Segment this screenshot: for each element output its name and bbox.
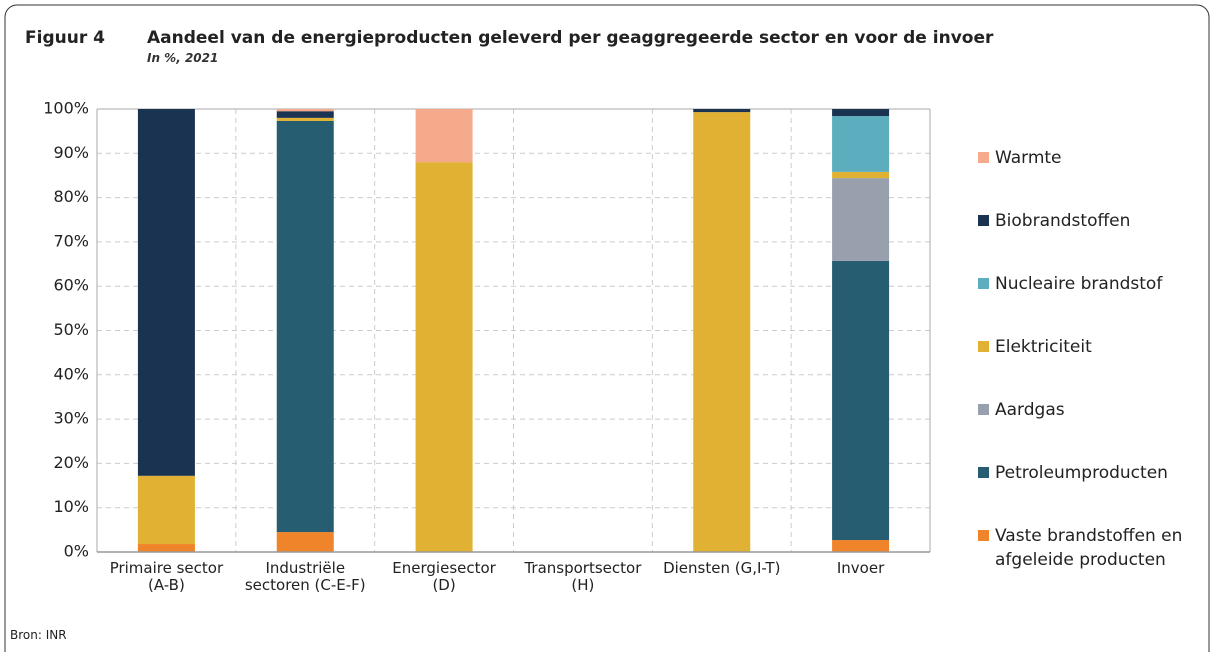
y-tick-label: 80% xyxy=(53,187,89,206)
legend-label: Vaste brandstoffen en afgeleide producte… xyxy=(995,526,1183,570)
chart-title: Aandeel van de energieproducten geleverd… xyxy=(147,28,994,48)
x-tick-label: Primaire sector (A-B) xyxy=(109,559,224,594)
bar-segment xyxy=(832,116,890,172)
legend-swatch xyxy=(978,530,989,541)
y-tick-label: 10% xyxy=(53,497,89,516)
subtitle: In %, 2021 xyxy=(147,51,219,65)
y-tick-label: 70% xyxy=(53,231,89,250)
bar-segment xyxy=(276,532,334,552)
legend-item: Warmte xyxy=(978,146,1203,170)
y-tick-label: 60% xyxy=(53,276,89,295)
legend-item: Nucleaire brandstof xyxy=(978,272,1203,296)
bar-segment xyxy=(693,109,751,113)
legend-swatch xyxy=(978,278,989,289)
legend-item: Petroleumproducten xyxy=(978,461,1203,485)
legend-label: Petroleumproducten xyxy=(995,463,1168,483)
bar-segment xyxy=(832,178,890,261)
y-tick-label: 0% xyxy=(64,542,89,561)
legend-label: Nucleaire brandstof xyxy=(995,274,1163,294)
frame xyxy=(4,4,1210,652)
y-tick-label: 50% xyxy=(53,320,89,339)
bar-segment xyxy=(276,109,334,112)
legend-item: Elektriciteit xyxy=(978,335,1203,359)
legend-swatch xyxy=(978,467,989,478)
x-tick-label: Invoer xyxy=(836,559,885,577)
legend-item: Vaste brandstoffen en afgeleide producte… xyxy=(978,524,1203,572)
x-tick-label: Industriële sectoren (C-E-F) xyxy=(244,559,366,594)
legend-swatch xyxy=(978,404,989,415)
bar-segment xyxy=(832,540,890,552)
x-tick-label: Transportsector (H) xyxy=(524,559,642,594)
bar-segment xyxy=(276,117,334,121)
y-tick-label: 20% xyxy=(53,453,89,472)
legend-swatch xyxy=(978,215,989,226)
source: Bron: INR xyxy=(10,628,67,642)
figure-label: Figuur 4 xyxy=(25,28,105,48)
legend-swatch xyxy=(978,341,989,352)
bar-segment xyxy=(137,544,195,552)
x-tick-label: Energiesector (D) xyxy=(392,559,496,594)
bar-segment xyxy=(276,111,334,118)
legend-label: Warmte xyxy=(995,148,1062,168)
legend-label: Elektriciteit xyxy=(995,337,1092,357)
bar-segment xyxy=(137,109,195,476)
bar-segment xyxy=(137,475,195,545)
bar-segment xyxy=(693,112,751,552)
bar-segment xyxy=(415,109,473,163)
y-tick-label: 30% xyxy=(53,409,89,428)
y-tick-label: 90% xyxy=(53,143,89,162)
legend-item: Aardgas xyxy=(978,398,1203,422)
bar-segment xyxy=(832,171,890,179)
x-tick-label: Diensten (G,I-T) xyxy=(663,559,781,577)
legend-swatch xyxy=(978,152,989,163)
y-tick-label: 100% xyxy=(43,99,89,118)
legend-label: Biobrandstoffen xyxy=(995,211,1131,231)
bar-segment xyxy=(276,120,334,533)
y-tick-label: 40% xyxy=(53,364,89,383)
bar-segment xyxy=(832,260,890,541)
bar-segment xyxy=(832,109,890,117)
legend-item: Biobrandstoffen xyxy=(978,209,1203,233)
bar-segment xyxy=(415,162,473,552)
legend-label: Aardgas xyxy=(995,400,1065,420)
